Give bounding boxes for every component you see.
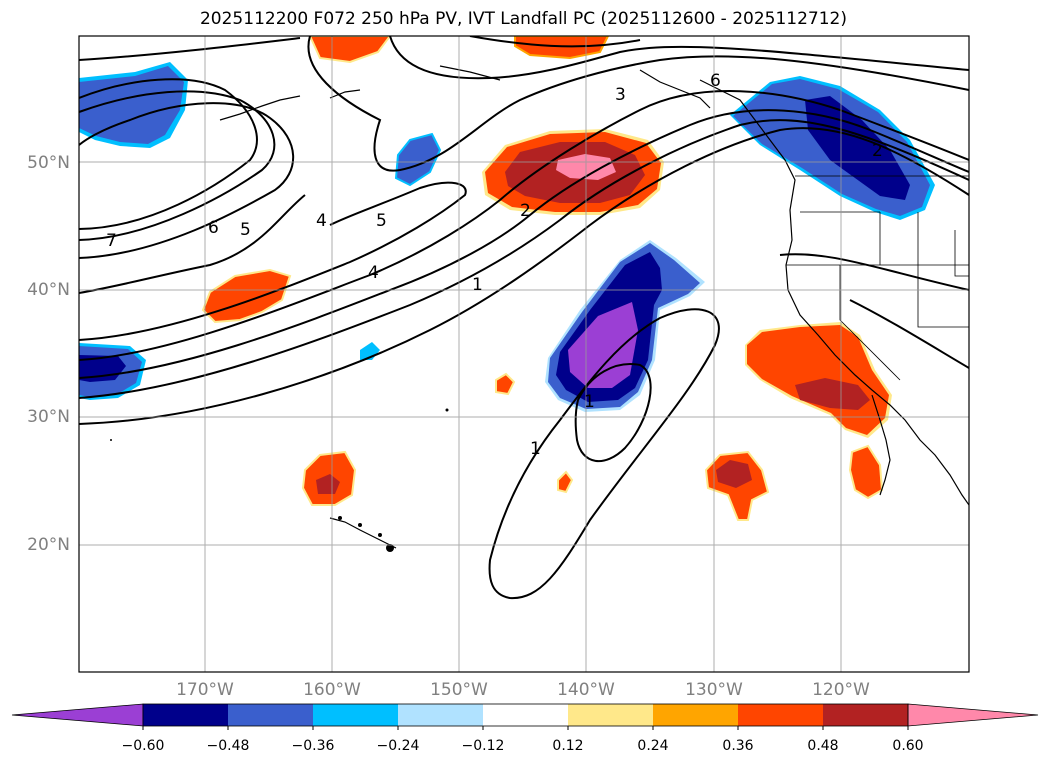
shading-positive-west [201,268,574,506]
colorbar-tick-label: 0.36 [722,738,754,754]
pv-contours [79,36,969,600]
lon-label-170w: 170°W [176,680,234,700]
contour-label: 7 [106,231,117,251]
contour-label: 5 [376,211,387,231]
colorbar-tick-label: 0.48 [807,738,839,754]
colorbar-tick-label: −0.24 [376,738,420,754]
shading-negative-central [545,240,705,412]
contour-label: 6 [208,218,219,238]
contour-label: 2 [872,141,883,161]
colorbar-tick-label: −0.60 [121,738,165,754]
contour-label: 4 [316,211,327,231]
lon-label-160w: 160°W [303,680,361,700]
state-borders [786,175,969,381]
colorbar-tick-label: 0.12 [552,738,584,754]
contour-label: 3 [615,85,626,105]
contour-label: 5 [240,220,251,240]
lat-label-40n: 40°N [27,280,70,300]
colorbar-tick-label: −0.12 [461,738,505,754]
map-frame [78,35,970,673]
contour-labels: 7 6 5 4 5 4 3 6 2 1 1 1 2 [106,71,883,459]
shading-negative-nw [79,62,188,148]
contour-label: 1 [530,439,541,459]
contour-label: 4 [368,263,379,283]
lat-label-50n: 50°N [27,153,70,173]
shading-positive-east [704,322,892,521]
lon-label-140w: 140°W [557,680,615,700]
lon-label-130w: 130°W [685,680,743,700]
colorbar-tick-label: 0.24 [637,738,669,754]
colorbar-tick-label: 0.60 [892,738,924,754]
shading-positive-north [482,129,664,215]
colorbar-tick-label: −0.36 [291,738,335,754]
islands [110,408,449,552]
coastlines [219,65,969,549]
lat-label-20n: 20°N [27,535,70,555]
contour-label: 1 [584,392,595,412]
colorbar-tick-label: −0.48 [206,738,250,754]
contour-label: 2 [520,201,531,221]
contour-label: 6 [710,71,721,91]
gridlines [79,36,969,672]
lon-label-150w: 150°W [430,680,488,700]
map-title: 2025112200 F072 250 hPa PV, IVT Landfall… [199,9,847,29]
contour-label: 1 [472,275,483,295]
lat-label-30n: 30°N [27,407,70,427]
lon-label-120w: 120°W [812,680,870,700]
shading-negative-ne [730,76,935,220]
